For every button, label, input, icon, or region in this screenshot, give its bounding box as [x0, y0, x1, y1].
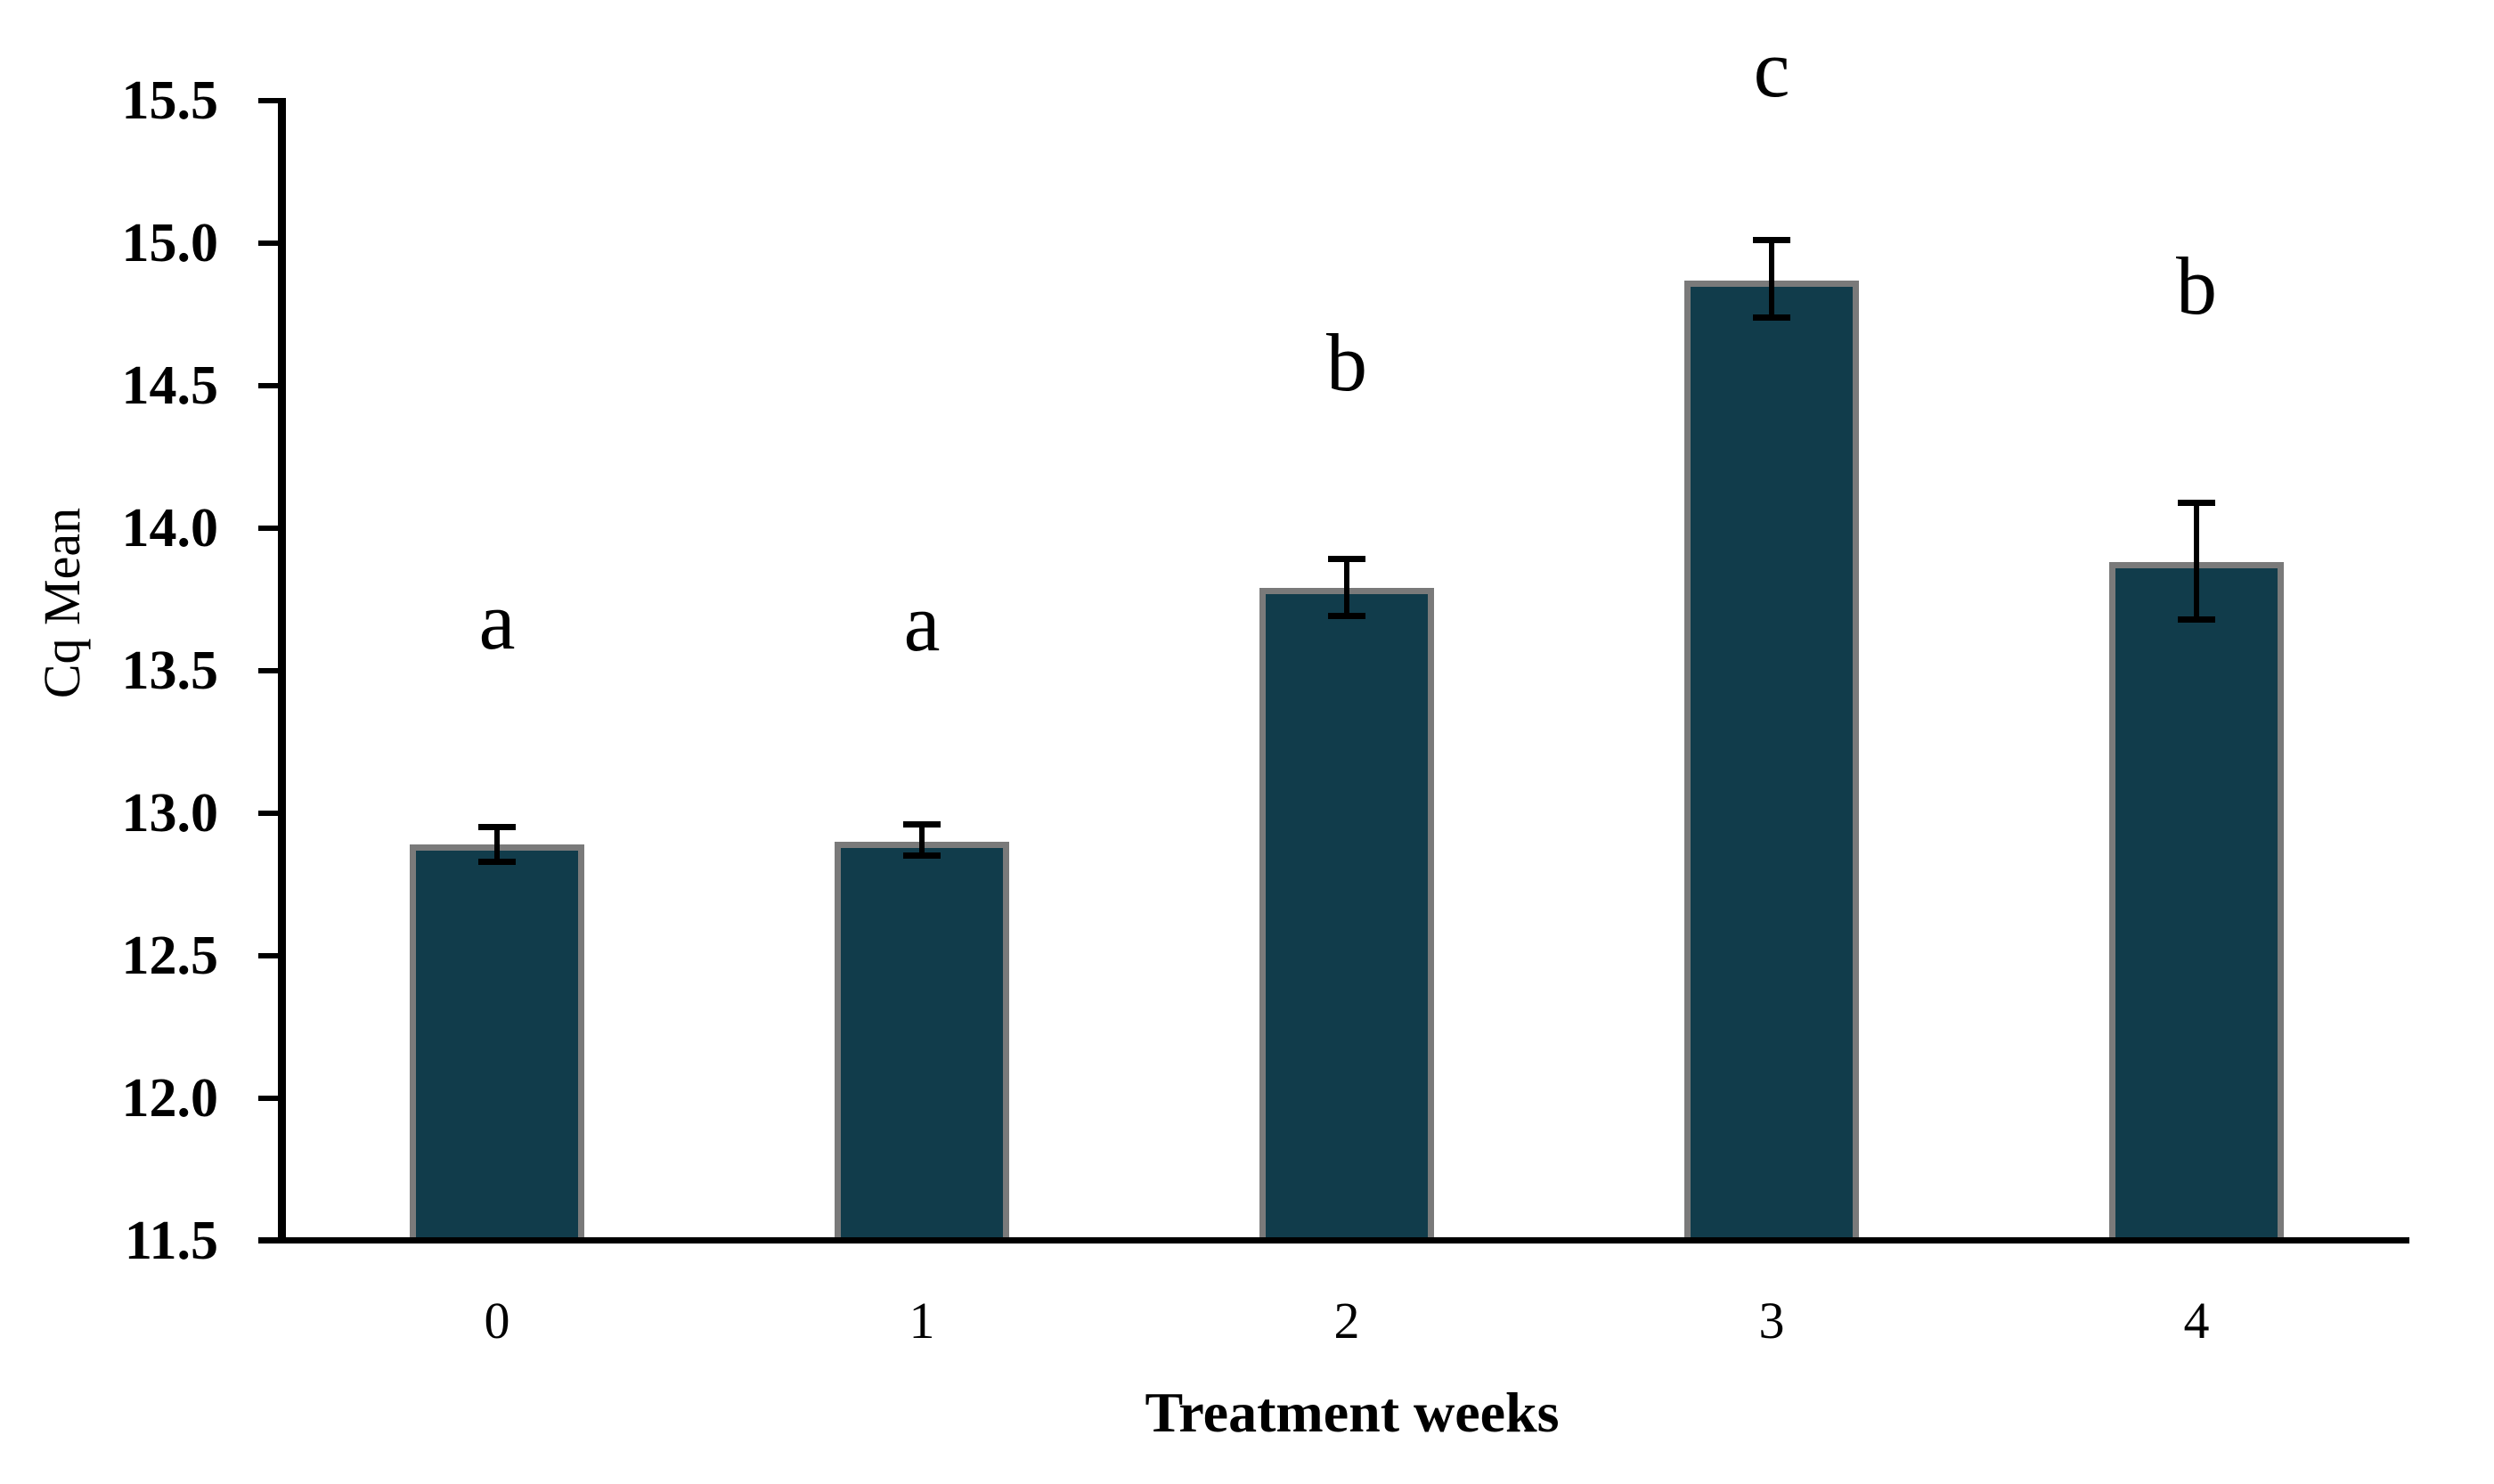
error-bar-top-cap	[2178, 499, 2215, 506]
bar-week-0	[410, 844, 584, 1243]
error-bar-stem	[919, 824, 925, 856]
error-bar-bottom-cap	[2178, 616, 2215, 623]
significance-letter-b: b	[2176, 241, 2217, 332]
error-bar-top-cap	[903, 820, 941, 828]
y-tick-label: 15.0	[121, 212, 219, 273]
error-bar-top-cap	[478, 824, 516, 831]
x-tick-label-2: 2	[1333, 1292, 1360, 1349]
x-tick-label-3: 3	[1758, 1292, 1785, 1349]
y-tick-label: 14.0	[121, 497, 219, 559]
y-tick-label: 13.0	[121, 782, 219, 844]
bar-week-1	[835, 841, 1009, 1243]
y-tick-label: 13.5	[121, 640, 219, 701]
y-tick-mark-15.5	[258, 98, 286, 103]
error-bar-stem	[494, 827, 500, 862]
y-tick-mark-15.0	[258, 240, 286, 246]
y-tick-mark-13.0	[258, 810, 286, 816]
y-tick-mark-12.0	[258, 1095, 286, 1101]
x-tick-label-1: 1	[909, 1292, 935, 1349]
error-bar-top-cap	[1753, 237, 1790, 244]
significance-letter-a: a	[903, 577, 941, 669]
x-tick-label-0: 0	[484, 1292, 510, 1349]
y-tick-label: 11.5	[124, 1210, 218, 1271]
y-tick-mark-14.0	[258, 525, 286, 531]
y-tick-label: 12.0	[121, 1067, 219, 1129]
error-bar-stem	[1769, 240, 1774, 318]
error-bar-bottom-cap	[903, 852, 941, 860]
y-tick-label: 12.5	[121, 925, 219, 986]
significance-letter-b: b	[1326, 316, 1367, 408]
x-tick-label-4: 4	[2183, 1292, 2210, 1349]
y-tick-mark-12.5	[258, 952, 286, 958]
significance-letter-a: a	[478, 575, 516, 666]
error-bar-top-cap	[1328, 556, 1365, 563]
error-bar-stem	[2194, 502, 2199, 620]
error-bar-stem	[1344, 559, 1349, 616]
y-tick-label: 14.5	[121, 355, 219, 416]
error-bar-bottom-cap	[478, 858, 516, 865]
error-bar-bottom-cap	[1753, 314, 1790, 321]
y-tick-mark-14.5	[258, 382, 286, 388]
x-axis-title: Treatment weeks	[1145, 1381, 1560, 1444]
bar-week-4	[2109, 562, 2284, 1243]
bar-week-2	[1259, 587, 1434, 1243]
x-axis-line	[258, 1237, 2409, 1243]
significance-letter-c: c	[1753, 22, 1790, 114]
y-tick-label: 15.5	[121, 70, 219, 131]
y-tick-mark-13.5	[258, 667, 286, 673]
error-bar-bottom-cap	[1328, 613, 1365, 620]
bar-week-3	[1684, 280, 1859, 1243]
